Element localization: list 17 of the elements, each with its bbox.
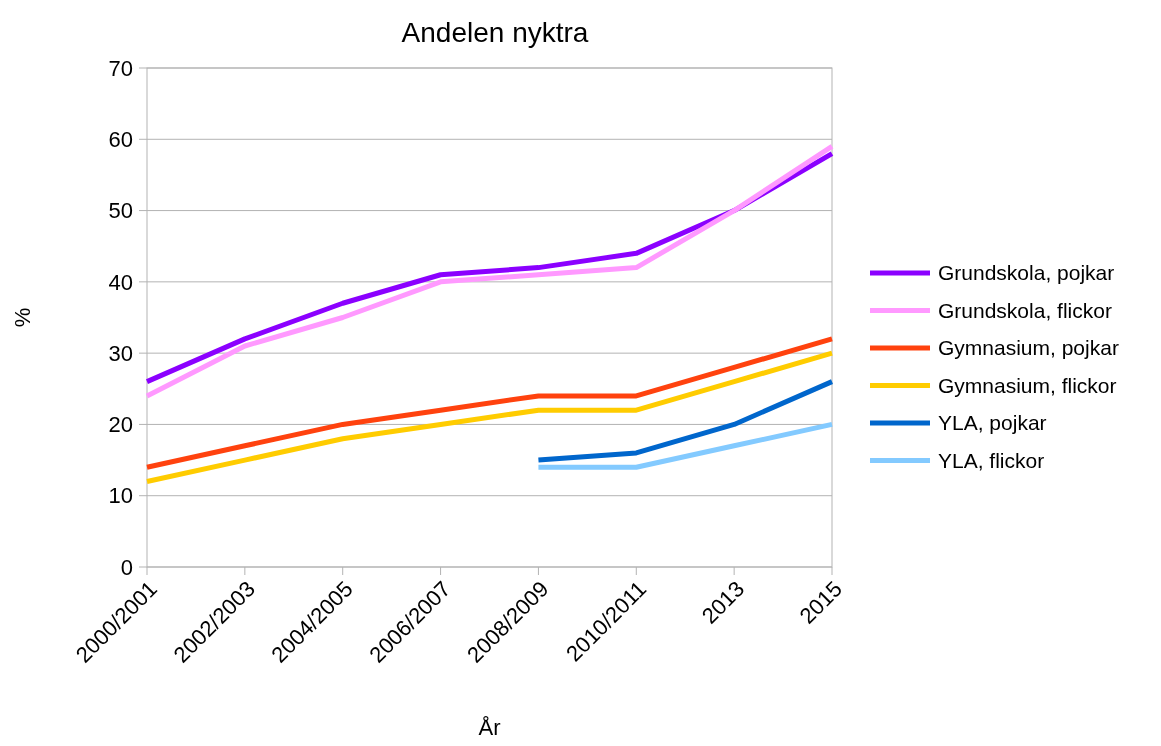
y-tick-label: 40	[108, 269, 133, 295]
chart-title: Andelen nyktra	[401, 17, 589, 48]
y-tick-label: 50	[108, 198, 133, 224]
legend-label: Gymnasium, flickor	[938, 373, 1117, 397]
legend-label: Grundskola, flickor	[938, 298, 1112, 322]
legend-label: Gymnasium, pojkar	[938, 336, 1119, 360]
y-tick-label: 20	[108, 412, 133, 438]
y-tick-label: 60	[108, 126, 133, 152]
y-tick-label: 70	[108, 55, 133, 81]
y-axis-title: %	[9, 307, 35, 328]
y-tick-label: 0	[120, 554, 133, 580]
legend-label: YLA, pojkar	[938, 411, 1047, 435]
legend-label: Grundskola, pojkar	[938, 261, 1115, 285]
legend-label: YLA, flickor	[938, 448, 1045, 472]
y-tick-label: 10	[108, 483, 133, 509]
x-axis-title: År	[478, 715, 501, 740]
y-tick-label: 30	[108, 340, 133, 366]
